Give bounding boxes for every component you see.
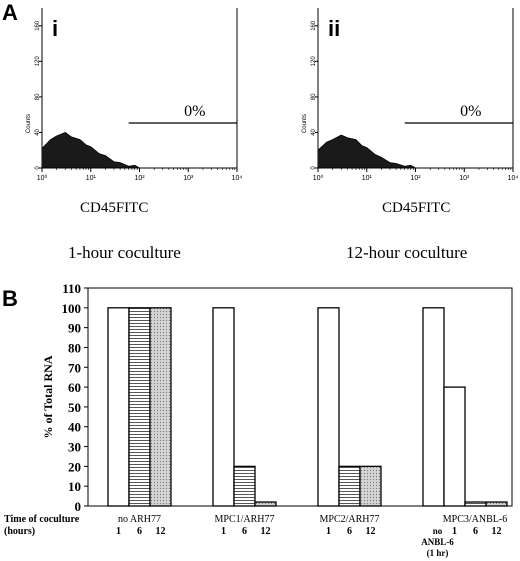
bar (212, 307, 235, 507)
group-label: MPC3/ANBL-6 (443, 514, 507, 525)
histogram-plot: 0 40 80 120 160 Counts 10⁰ 10¹ 10² 10³ 10⁴ 0% ii (302, 8, 519, 182)
x-tick-label: 10² (134, 175, 145, 182)
y-tick-label: 0 (35, 166, 41, 170)
x-tick-label: 10⁰ (313, 174, 324, 182)
bar (254, 501, 277, 507)
bar (338, 465, 361, 507)
y-tick-label: 40 (311, 128, 317, 135)
histogram-plot: 0 40 80 120 160 Counts 10⁰ 10¹ 10² 10³ 10⁴ 0% i (26, 8, 243, 182)
group-label: no ARH77 (118, 514, 161, 525)
histogram-area (317, 134, 418, 169)
time-label: no (433, 526, 443, 536)
y-axis-label: % of Total RNA (41, 355, 55, 438)
panel-a: A 0 40 80 120 160 Counts 10⁰ 10¹ 10² 10³ 10⁴ 0% i CD… (0, 0, 520, 275)
y-tick-label: 80 (68, 340, 81, 355)
gate-percent: 0% (460, 103, 481, 120)
marker-label: CD45FITC (382, 200, 451, 216)
time-label: 6 (137, 526, 142, 537)
bar (107, 307, 130, 507)
time-label: 6 (347, 526, 352, 537)
y-tick-label: 80 (311, 93, 317, 100)
y-tick-label: 20 (68, 459, 81, 474)
histogram-i: 0 40 80 120 160 Counts 10⁰ 10¹ 10² 10³ 10⁴ 0% i CD45… (0, 0, 260, 275)
y-tick-label: 110 (62, 281, 81, 296)
bar (464, 501, 487, 507)
caption: 12-hour coculture (346, 243, 468, 262)
x-tick-label: 10³ (459, 175, 470, 182)
x-tick-label: 10⁴ (232, 175, 243, 182)
bar (422, 307, 445, 507)
bar (149, 307, 172, 507)
time-label: 6 (473, 526, 478, 537)
time-label: 12 (261, 526, 271, 537)
plot-frame (87, 287, 513, 507)
marker-label: CD45FITC (80, 200, 149, 216)
x-tick-label: 10¹ (86, 175, 97, 182)
time-label: 12 (492, 526, 502, 537)
x-tick-label: 10¹ (362, 175, 373, 182)
y-tick-label: 160 (35, 20, 41, 31)
bar-chart: 0 10 20 30 40 50 60 70 80 90 100 110 % of Total RNA n… (4, 281, 513, 558)
y-tick-label: 120 (311, 56, 317, 67)
y-tick-label: 30 (68, 440, 81, 455)
time-label: 1 (452, 526, 457, 537)
y-tick-label: 60 (68, 380, 81, 395)
y-tick-label: 0 (311, 166, 317, 170)
y-axis-label: Counts (26, 114, 32, 133)
panel-a-letter: A (2, 0, 18, 25)
group-label: MPC1/ARH77 (214, 514, 274, 525)
bar (359, 465, 382, 507)
y-tick-label: 100 (62, 301, 82, 316)
y-tick-label: 40 (68, 420, 81, 435)
time-label: 1 (116, 526, 121, 537)
y-tick-label: 40 (35, 128, 41, 135)
histogram-roman-label: i (52, 16, 58, 41)
time-label: 12 (156, 526, 166, 537)
y-tick-label: 70 (68, 360, 81, 375)
histogram-area (41, 131, 142, 169)
group-label: MPC2/ARH77 (319, 514, 379, 525)
x-tick-label: 10⁴ (508, 175, 519, 182)
bar (233, 465, 256, 507)
time-label: ANBL-6 (421, 537, 454, 547)
bar (317, 307, 340, 507)
y-tick-label: 0 (75, 499, 82, 514)
histogram-ii: 0 40 80 120 160 Counts 10⁰ 10¹ 10² 10³ 10⁴ 0% ii CD4… (260, 0, 520, 275)
panel-b-letter: B (2, 286, 18, 311)
bar (443, 386, 466, 507)
x-tick-label: 10³ (183, 175, 194, 182)
time-label: 12 (366, 526, 376, 537)
x-tick-label: 10⁰ (37, 174, 48, 182)
time-label: 1 (221, 526, 226, 537)
histogram-roman-label: ii (328, 16, 340, 41)
time-label: (1 hr) (427, 548, 449, 558)
x-tick-label: 10² (410, 175, 421, 182)
bar (485, 501, 508, 507)
y-tick-label: 50 (68, 400, 81, 415)
y-tick-label: 80 (35, 93, 41, 100)
time-label: 1 (326, 526, 331, 537)
row-label-time: Time of coculture (4, 514, 80, 525)
row-label-hours: (hours) (4, 526, 35, 537)
caption: 1-hour coculture (68, 243, 181, 262)
y-tick-label: 160 (311, 20, 317, 31)
y-axis-label: Counts (302, 114, 308, 133)
gate-percent: 0% (184, 103, 205, 120)
y-tick-label: 90 (68, 321, 81, 336)
y-tick-label: 120 (35, 56, 41, 67)
panel-b: B 0 10 20 30 40 50 60 70 80 90 100 110 % of Total RN… (0, 280, 520, 561)
y-tick-label: 10 (68, 479, 81, 494)
bar (128, 307, 151, 507)
time-label: 6 (242, 526, 247, 537)
